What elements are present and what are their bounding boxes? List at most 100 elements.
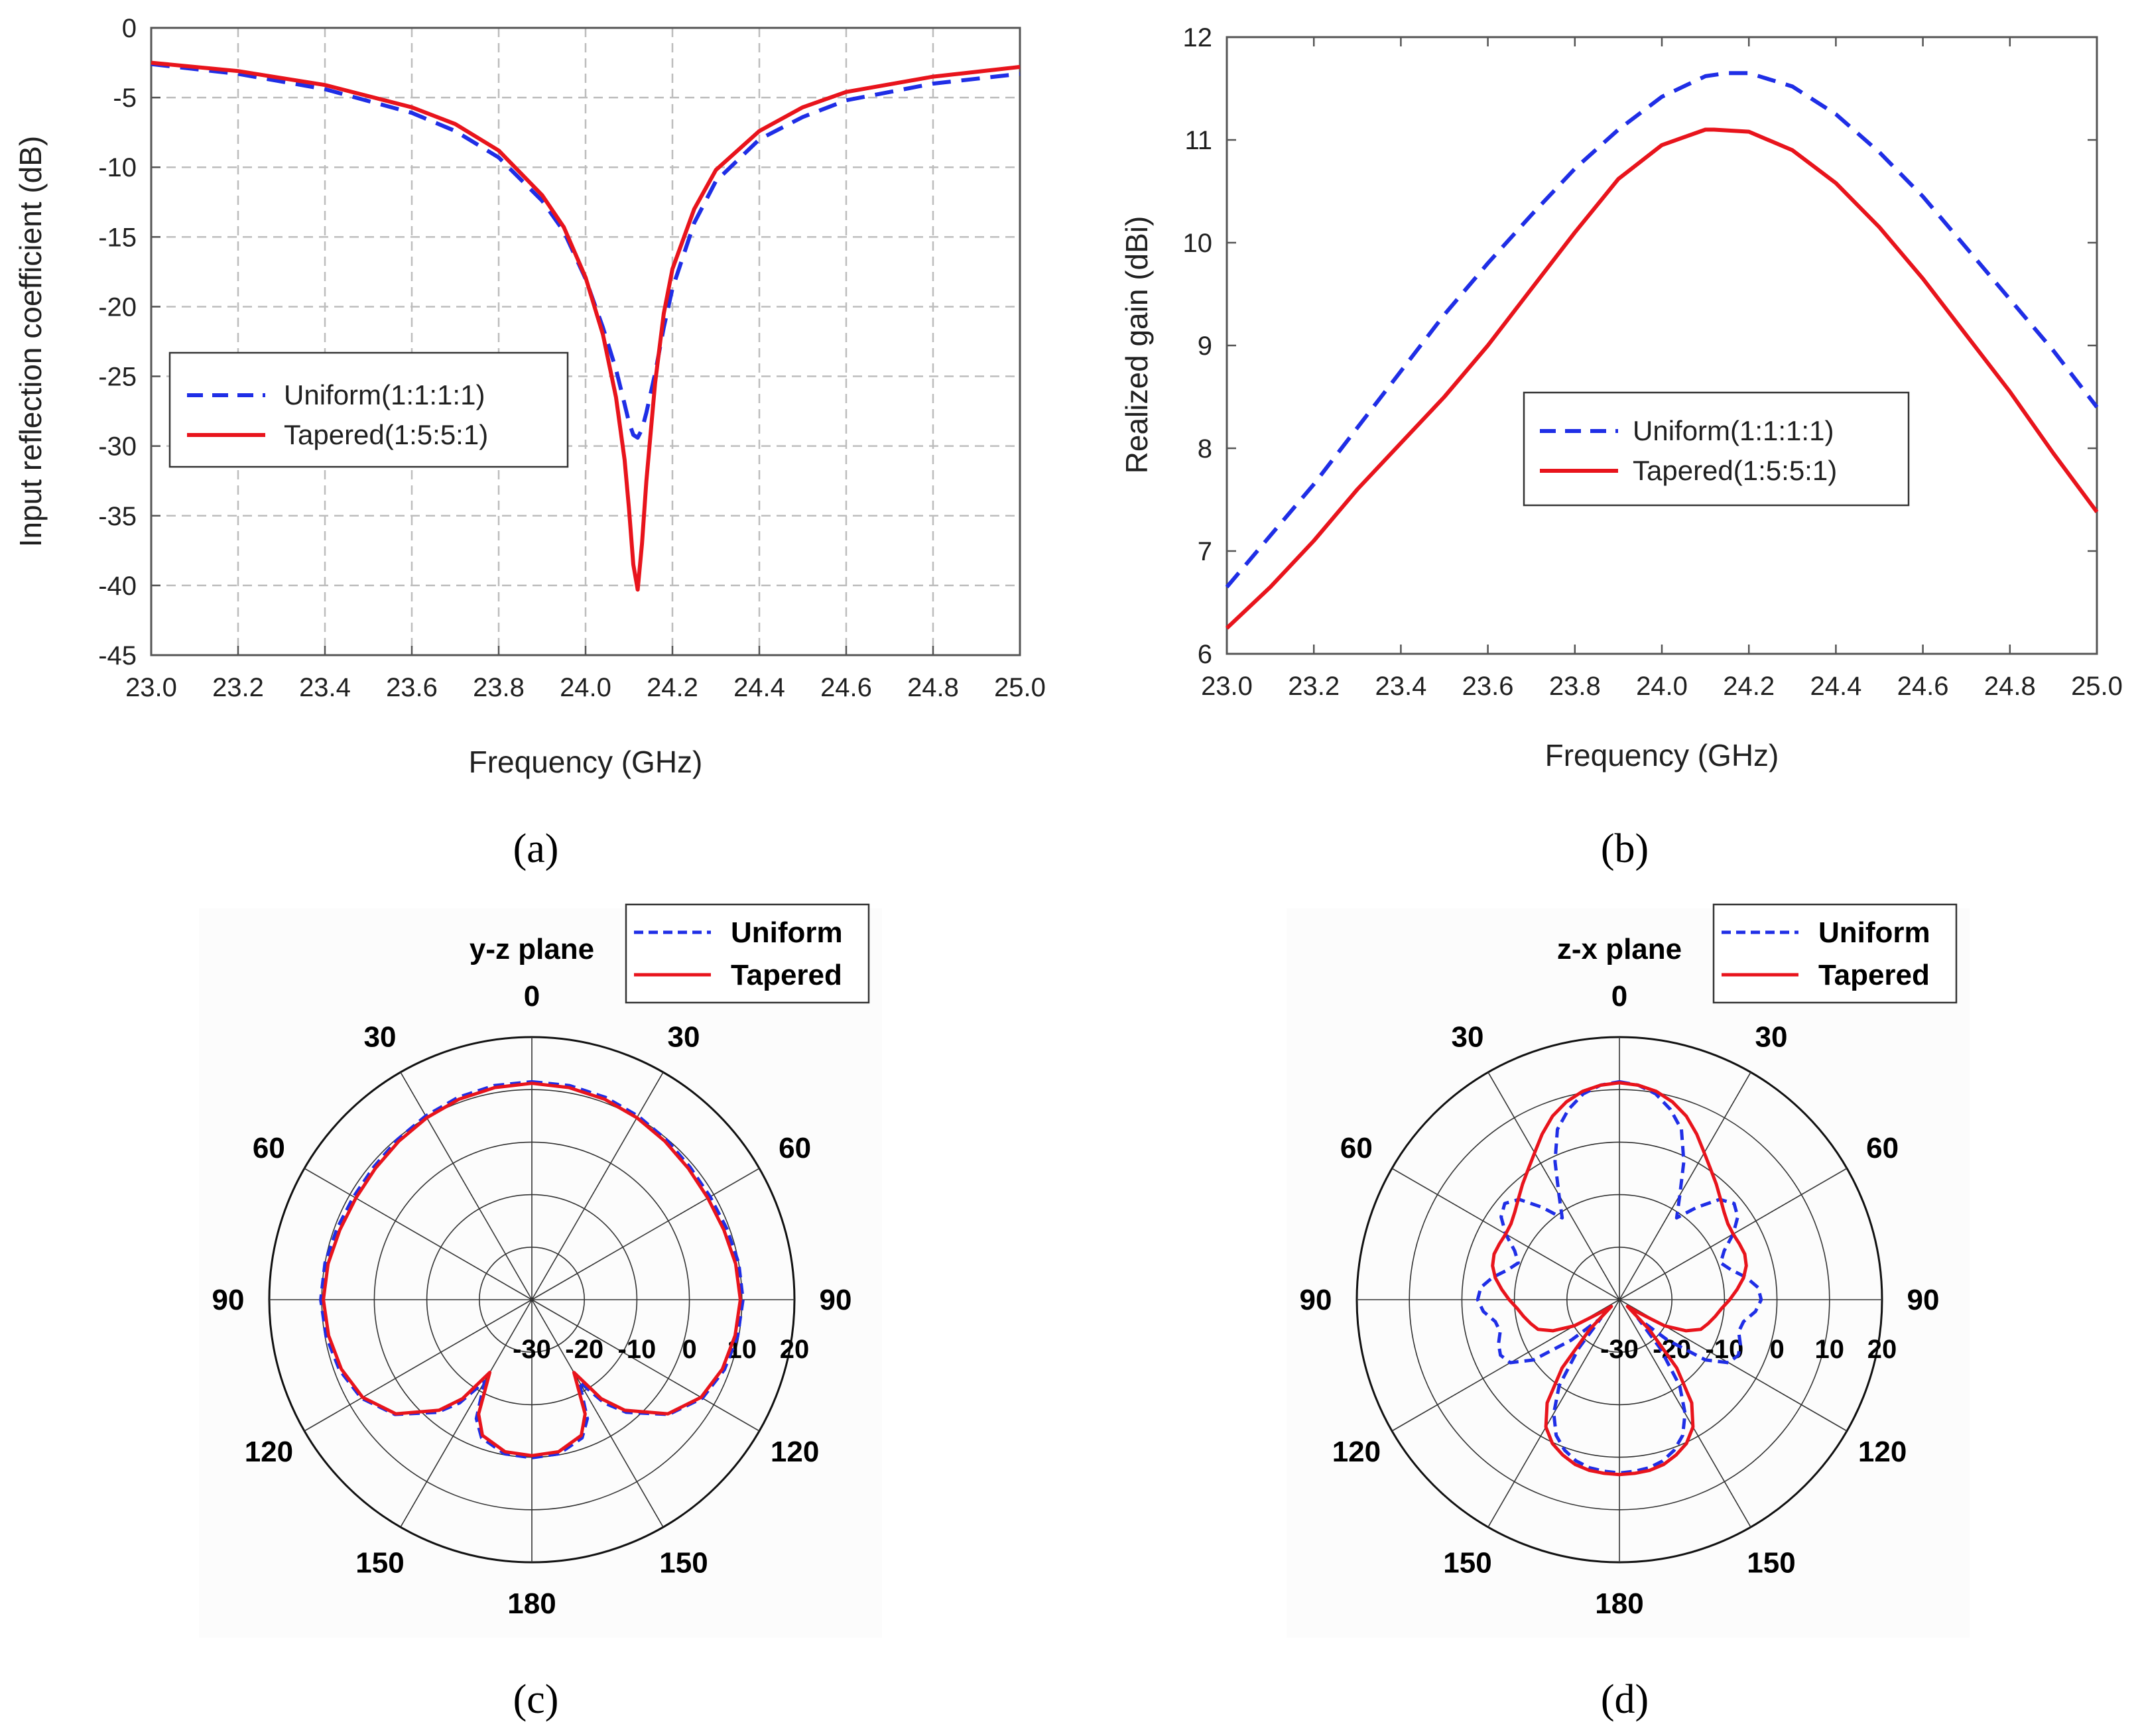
x-tick-label: 23.8 <box>473 673 525 702</box>
x-tick-label: 23.4 <box>1375 672 1426 701</box>
x-tick-label: 23.0 <box>1201 672 1253 701</box>
polar-spoke <box>531 1168 760 1300</box>
y-tick-label: 7 <box>1198 537 1212 566</box>
pattern-curve-uniform <box>319 1080 745 1459</box>
y-tick-label: 11 <box>1184 126 1212 155</box>
polar-radial-label: -30 <box>1600 1335 1639 1364</box>
panel-a-legend[interactable]: Uniform(1:1:1:1) Tapered(1:5:5:1) <box>168 351 569 468</box>
panel-d-background <box>1287 908 1970 1638</box>
x-tick-label: 23.2 <box>1288 672 1340 701</box>
polar-radial-label: 0 <box>682 1335 696 1364</box>
y-tick-label: 9 <box>1198 332 1212 361</box>
series-line-tapered <box>1225 127 2099 630</box>
panel-d-legend[interactable]: Uniform Tapered <box>1712 903 1958 1004</box>
polar-spoke <box>1619 1072 1751 1300</box>
polar-angle-label: 150 <box>1747 1547 1795 1580</box>
x-tick-label: 23.8 <box>1549 672 1601 701</box>
polar-angle-label: 90 <box>1300 1284 1332 1316</box>
y-tick-label: 8 <box>1198 434 1212 464</box>
panel-a-y-ticks: 0 -5 -10 -15 -20 -25 -30 -35 -40 -45 <box>98 14 160 670</box>
x-tick-label: 24.4 <box>733 673 785 702</box>
panel-b-legend-box <box>1523 391 1910 507</box>
polar-angle-label: 150 <box>659 1547 708 1580</box>
x-tick-label: 24.4 <box>1810 672 1861 701</box>
polar-radial-label: -10 <box>617 1335 656 1364</box>
polar-angle-label: 90 <box>212 1284 245 1316</box>
panel-b-legend-label-tapered: Tapered(1:5:5:1) <box>1633 455 1837 486</box>
panel-b-plot-area <box>1227 37 2097 654</box>
y-tick-label: 6 <box>1198 640 1212 669</box>
polar-angle-label: 30 <box>1755 1021 1788 1053</box>
polar-spoke <box>531 1299 664 1528</box>
polar-radial-label: -20 <box>565 1335 603 1364</box>
panel-b-x-axis-label: Frequency (GHz) <box>1545 738 1779 773</box>
x-tick-label: 23.0 <box>125 673 177 702</box>
x-tick-label: 25.0 <box>2071 672 2123 701</box>
x-tick-label: 24.8 <box>1984 672 2036 701</box>
panel-a: 0 -5 -10 -15 -20 -25 -30 -35 -40 -45 23.0 23.2 23.4… <box>13 14 1046 871</box>
panel-c-legend-box <box>625 903 870 1004</box>
polar-radial-label: 20 <box>1867 1335 1897 1364</box>
polar-spoke <box>1619 1299 1751 1528</box>
panel-b-legend[interactable]: Uniform(1:1:1:1) Tapered(1:5:5:1) <box>1523 391 1910 507</box>
panel-c-legend-label-tapered: Tapered <box>731 959 842 991</box>
panel-d-series <box>1476 1080 1763 1477</box>
panel-a-x-axis-label: Frequency (GHz) <box>469 745 703 779</box>
y-tick-label: -10 <box>98 153 137 182</box>
y-tick-label: 10 <box>1183 229 1213 258</box>
polar-angle-label: 60 <box>253 1132 285 1164</box>
panel-b-y-axis-label: Realized gain (dBi) <box>1119 216 1154 474</box>
panel-b-series <box>1225 71 2099 630</box>
x-tick-label: 23.4 <box>299 673 351 702</box>
y-tick-label: 12 <box>1183 23 1213 52</box>
panel-b-y-ticks: 12 11 10 9 8 7 6 <box>1183 23 2097 669</box>
polar-angle-label: 60 <box>1866 1132 1899 1164</box>
polar-angle-label: 30 <box>668 1021 700 1053</box>
polar-angle-label: 120 <box>1858 1436 1907 1468</box>
panel-c-legend-label-uniform: Uniform <box>731 916 843 949</box>
x-tick-label: 23.2 <box>212 673 264 702</box>
y-tick-label: -35 <box>98 502 137 531</box>
panel-d-plane-label: z-x plane <box>1557 933 1682 965</box>
series-line-uniform <box>1225 71 2099 589</box>
polar-angle-label: 90 <box>1907 1284 1940 1316</box>
panel-c-series <box>319 1080 745 1459</box>
series-line-tapered <box>151 60 1021 592</box>
panel-b-legend-label-uniform: Uniform(1:1:1:1) <box>1633 415 1834 446</box>
panel-c-plane-label: y-z plane <box>470 933 594 965</box>
pattern-curve-tapered <box>322 1082 742 1457</box>
x-tick-label: 24.6 <box>1897 672 1949 701</box>
panel-d-caption: (d) <box>1601 1677 1649 1722</box>
series-line-uniform <box>151 62 1021 440</box>
panel-c-background <box>199 908 882 1638</box>
polar-spoke <box>400 1299 533 1528</box>
polar-angle-label: 30 <box>364 1021 397 1053</box>
polar-angle-label: 0 <box>524 980 540 1013</box>
pattern-curve-tapered <box>1491 1081 1748 1477</box>
panel-d-legend-label-uniform: Uniform <box>1818 916 1930 949</box>
panel-a-y-axis-label: Input reflection coefficient (dB) <box>13 136 48 547</box>
polar-radial-label: -30 <box>513 1335 551 1364</box>
panel-c-legend[interactable]: Uniform Tapered <box>625 903 870 1004</box>
y-tick-label: -25 <box>98 363 137 392</box>
polar-radial-label: 10 <box>1815 1335 1845 1364</box>
polar-angle-label: 120 <box>771 1436 819 1468</box>
panel-d-legend-box <box>1712 903 1958 1004</box>
x-tick-label: 24.0 <box>560 673 611 702</box>
x-tick-label: 24.2 <box>647 673 698 702</box>
panel-b-x-ticks: 23.0 23.2 23.4 23.6 23.8 24.0 24.2 24.4 24.6 24.8… <box>1201 37 2123 701</box>
panel-a-x-ticks: 23.0 23.2 23.4 23.6 23.8 24.0 24.2 24.4 24.6 24.8… <box>125 646 1046 702</box>
polar-angle-label: 30 <box>1452 1021 1484 1053</box>
x-tick-label: 24.6 <box>820 673 872 702</box>
polar-angle-label: 60 <box>779 1132 811 1164</box>
x-tick-label: 23.6 <box>1462 672 1514 701</box>
y-tick-label: -45 <box>98 641 137 670</box>
polar-spoke <box>1487 1299 1620 1528</box>
y-tick-label: -40 <box>98 572 137 601</box>
polar-spoke <box>531 1299 760 1432</box>
